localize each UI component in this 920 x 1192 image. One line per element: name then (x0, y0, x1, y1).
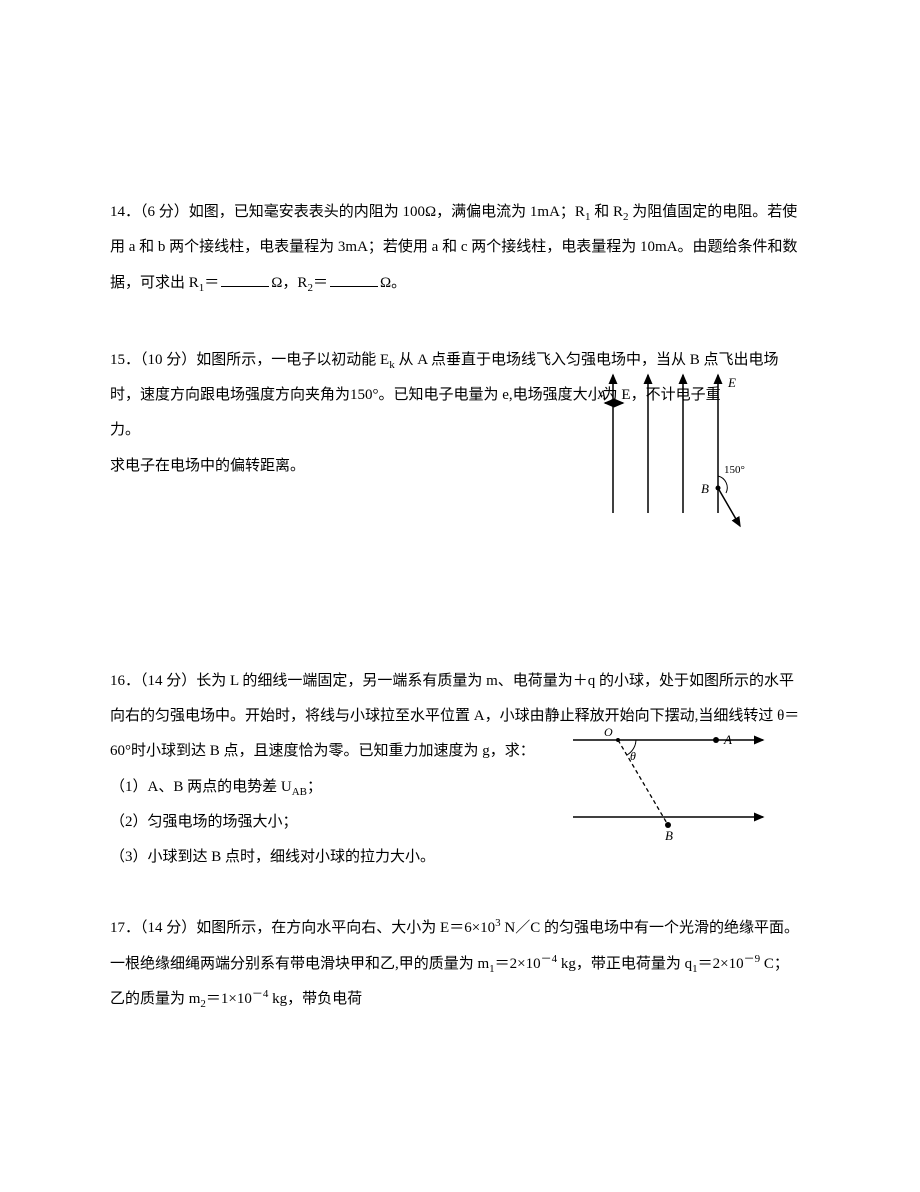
q17-supn4a: －4 (541, 953, 558, 965)
physics-exam-page: 14．（6 分）如图，已知毫安表表头的内阻为 100Ω，满偏电流为 1mA；R 1… (0, 0, 920, 1077)
q15-text-c: 求电子在电场中的偏转距离。 (110, 458, 305, 474)
q14-number: 14． (110, 204, 140, 220)
question-17: 17．（14 分）如图所示，在方向水平向右、大小为 E＝6×103 N／C 的匀… (110, 911, 800, 1017)
q17-text-c: ＝2×10 (495, 956, 541, 972)
q16-sub1-sub: AB (292, 786, 307, 798)
q16-figure: O A B θ (568, 722, 768, 842)
q15-text-a: 如图所示，一电子以初动能 E (196, 352, 389, 368)
q14-text-d: ＝ (204, 275, 219, 291)
q17-points: （14 分） (140, 920, 196, 936)
svg-text:A: A (597, 387, 606, 402)
q15-text-gap: 力。 (110, 422, 140, 438)
q16-sub3-text: 小球到达 B 点时，细线对小球的拉力大小。 (148, 849, 436, 865)
svg-text:E: E (727, 375, 736, 390)
q16-sub2-label: （2） (110, 814, 148, 830)
q17-text-h: kg，带负电荷 (268, 991, 362, 1007)
q17-supn9: －9 (744, 953, 761, 965)
q14-points: （6 分） (140, 204, 189, 220)
q16-sub1-label: （1） (110, 779, 148, 795)
svg-text:θ: θ (630, 749, 636, 763)
q14-text-b: 和 R (590, 204, 623, 220)
q15-number: 15． (110, 352, 140, 368)
q14-blank-2 (330, 272, 378, 287)
svg-text:B: B (665, 828, 673, 842)
svg-text:B: B (701, 481, 709, 496)
svg-text:150°: 150° (724, 464, 745, 476)
q17-supn4b: －4 (252, 988, 269, 1000)
q17-text-d: kg，带正电荷量为 q (557, 956, 692, 972)
q15-points: （10 分） (140, 352, 196, 368)
q15-figure: A E B 150° (593, 363, 755, 528)
q14-text-a: 如图，已知毫安表表头的内阻为 100Ω，满偏电流为 1mA；R (189, 204, 585, 220)
q17-text-a: 如图所示，在方向水平向右、大小为 E＝6×10 (196, 920, 495, 936)
q17-text-e: ＝2×10 (698, 956, 744, 972)
q16-sub1-end: ； (307, 779, 322, 795)
q16-points: （14 分） (140, 673, 196, 689)
q16-sub2-text: 匀强电场的场强大小； (148, 814, 298, 830)
q16-sub1-text: A、B 两点的电势差 U (148, 779, 292, 795)
question-14: 14．（6 分）如图，已知毫安表表头的内阻为 100Ω，满偏电流为 1mA；R1… (110, 195, 800, 301)
q14-unit2: Ω。 (380, 275, 406, 291)
q17-number: 17． (110, 920, 140, 936)
q14-blank-1 (221, 272, 269, 287)
q17-text-g: ＝1×10 (206, 991, 252, 1007)
q16-number: 16． (110, 673, 140, 689)
svg-text:O: O (604, 725, 613, 739)
svg-text:A: A (723, 732, 732, 747)
question-16: 16．（14 分）长为 L 的细线一端固定，另一端系有质量为 m、电荷量为＋q … (110, 664, 800, 876)
q16-sub3-label: （3） (110, 849, 148, 865)
q14-text-e: ＝ (313, 275, 328, 291)
question-15: 15．（10 分）如图所示，一电子以初动能 Ek 从 A 点垂直于电场线飞入匀强… (110, 343, 800, 484)
q14-unit1: Ω，R (271, 275, 307, 291)
